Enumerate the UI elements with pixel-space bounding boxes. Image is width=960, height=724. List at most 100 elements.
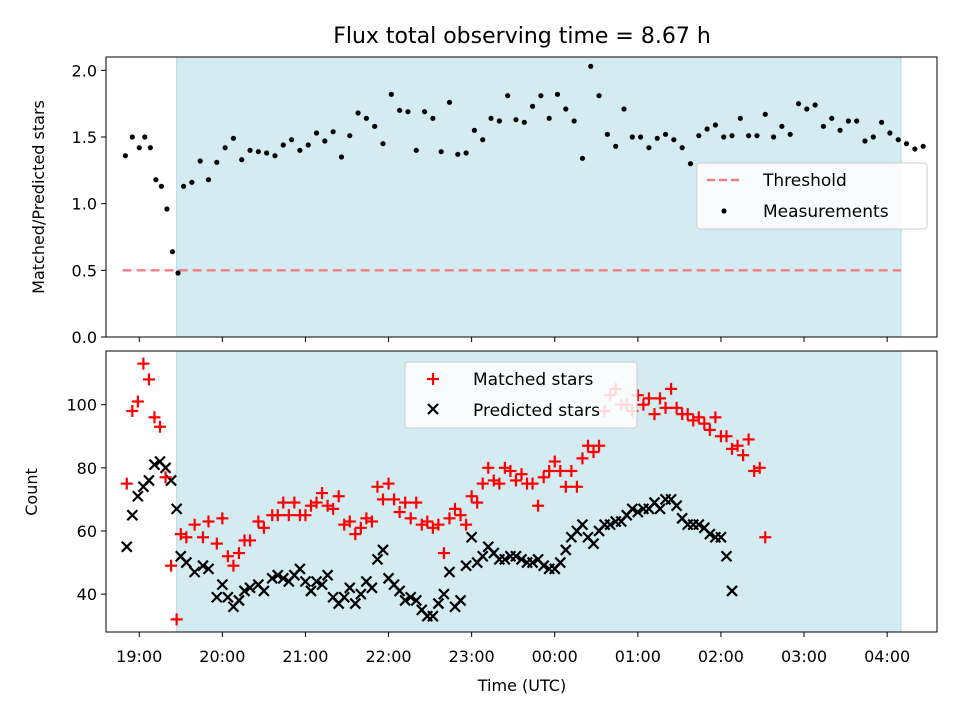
matched-stars-point bbox=[454, 509, 467, 522]
measurement-point bbox=[721, 134, 727, 140]
matched-stars-point bbox=[202, 515, 215, 528]
matched-stars-point bbox=[126, 404, 139, 417]
matched-stars-point bbox=[399, 496, 412, 509]
matched-stars-point bbox=[377, 493, 389, 506]
measurement-point bbox=[629, 134, 635, 140]
measurement-point bbox=[388, 91, 394, 97]
predicted-stars-point bbox=[258, 585, 270, 597]
matched-stars-point bbox=[692, 411, 705, 424]
ratio-y-tick-label: 1.5 bbox=[72, 128, 97, 147]
measurement-point bbox=[829, 115, 835, 121]
predicted-stars-point bbox=[377, 544, 389, 556]
matched-stars-point bbox=[493, 477, 506, 490]
predicted-stars-point bbox=[343, 582, 356, 594]
count-y-tick-label: 100 bbox=[66, 396, 97, 415]
matched-stars-point bbox=[709, 411, 722, 424]
predicted-stars-point bbox=[371, 553, 384, 566]
measurement-point bbox=[496, 118, 502, 124]
count-y-tick-label: 80 bbox=[77, 459, 97, 478]
matched-stars-point bbox=[310, 496, 323, 509]
predicted-stars-point bbox=[238, 585, 251, 597]
measurement-point bbox=[795, 101, 802, 107]
predicted-stars-point bbox=[438, 588, 450, 600]
matched-stars-point bbox=[354, 521, 367, 534]
predicted-stars-point bbox=[670, 499, 683, 512]
measurement-point bbox=[355, 110, 361, 116]
measurement-point bbox=[505, 93, 511, 99]
measurement-point bbox=[158, 183, 164, 189]
ratio-y-tick-label: 0.5 bbox=[72, 261, 97, 280]
matched-stars-point bbox=[593, 439, 606, 452]
predicted-stars-point bbox=[476, 550, 489, 563]
matched-stars-point bbox=[465, 490, 478, 503]
measurement-point bbox=[912, 146, 918, 152]
measurement-point bbox=[239, 157, 245, 163]
measurement-point bbox=[712, 122, 719, 128]
matched-stars-point bbox=[449, 502, 462, 515]
ratio-y-tick-label: 2.0 bbox=[72, 61, 97, 80]
x-tick-label: 03:00 bbox=[781, 647, 827, 666]
predicted-stars-point bbox=[526, 556, 539, 569]
measurement-point bbox=[322, 138, 328, 144]
matched-stars-point bbox=[482, 461, 495, 474]
matched-stars-point bbox=[165, 559, 178, 572]
matched-stars-point bbox=[142, 373, 155, 386]
matched-stars-point bbox=[282, 509, 295, 522]
x-tick-label: 02:00 bbox=[698, 647, 744, 666]
matched-stars-point bbox=[410, 496, 423, 509]
measurement-point bbox=[521, 119, 527, 125]
matched-stars-point bbox=[388, 493, 401, 506]
measurement-point bbox=[887, 130, 893, 136]
measurement-point bbox=[538, 93, 544, 99]
measurement-point bbox=[180, 183, 187, 189]
predicted-stars-point bbox=[443, 566, 456, 578]
matched-stars-point bbox=[327, 502, 340, 515]
matched-stars-point bbox=[731, 439, 744, 452]
measurement-point bbox=[421, 109, 428, 115]
measurement-point bbox=[129, 134, 135, 140]
x-tick-label: 20:00 bbox=[199, 647, 245, 666]
measurement-point bbox=[870, 134, 876, 140]
measurement-point bbox=[613, 143, 619, 149]
matched-stars-point bbox=[371, 480, 384, 493]
predicted-stars-point bbox=[587, 537, 600, 550]
matched-stars-point bbox=[703, 423, 716, 436]
matched-stars-point bbox=[154, 420, 167, 433]
matched-stars-point bbox=[404, 512, 417, 525]
predicted-stars-point bbox=[159, 462, 172, 474]
predicted-stars-point bbox=[316, 578, 328, 591]
predicted-stars-point bbox=[143, 474, 155, 487]
ratio-panel-y-label: Matched/Predicted stars bbox=[29, 100, 48, 294]
predicted-stars-point bbox=[454, 594, 467, 607]
matched-stars-point bbox=[570, 480, 583, 493]
matched-stars-point bbox=[548, 455, 561, 468]
measurement-point bbox=[804, 106, 810, 112]
measurement-point bbox=[563, 106, 569, 112]
predicted-stars-point bbox=[654, 503, 666, 515]
measurement-point bbox=[903, 141, 910, 147]
matched-stars-point bbox=[554, 464, 567, 477]
predicted-stars-point bbox=[321, 569, 334, 581]
x-tick-label: 04:00 bbox=[864, 647, 910, 666]
measurement-point bbox=[122, 153, 128, 159]
measurement-point bbox=[297, 147, 303, 153]
matched-stars-point bbox=[698, 417, 711, 430]
matched-stars-point bbox=[526, 477, 539, 490]
measurement-point bbox=[147, 145, 153, 151]
predicted-stars-point bbox=[294, 563, 306, 575]
matched-stars-point bbox=[742, 433, 755, 446]
x-axis-label: Time (UTC) bbox=[477, 676, 566, 695]
predicted-stars-point bbox=[720, 550, 733, 563]
predicted-stars-point bbox=[393, 585, 406, 597]
predicted-stars-point bbox=[404, 591, 417, 604]
matched-stars-point bbox=[537, 471, 550, 484]
legend-measurements-swatch bbox=[721, 208, 727, 214]
x-tick-label: 00:00 bbox=[532, 647, 578, 666]
matched-stars-point bbox=[504, 464, 517, 477]
count-legend-box bbox=[404, 361, 638, 429]
matched-stars-point bbox=[720, 430, 733, 443]
predicted-stars-point bbox=[537, 559, 550, 572]
matched-stars-point bbox=[349, 528, 362, 541]
measurement-point bbox=[770, 134, 777, 140]
measurement-point bbox=[737, 115, 743, 121]
